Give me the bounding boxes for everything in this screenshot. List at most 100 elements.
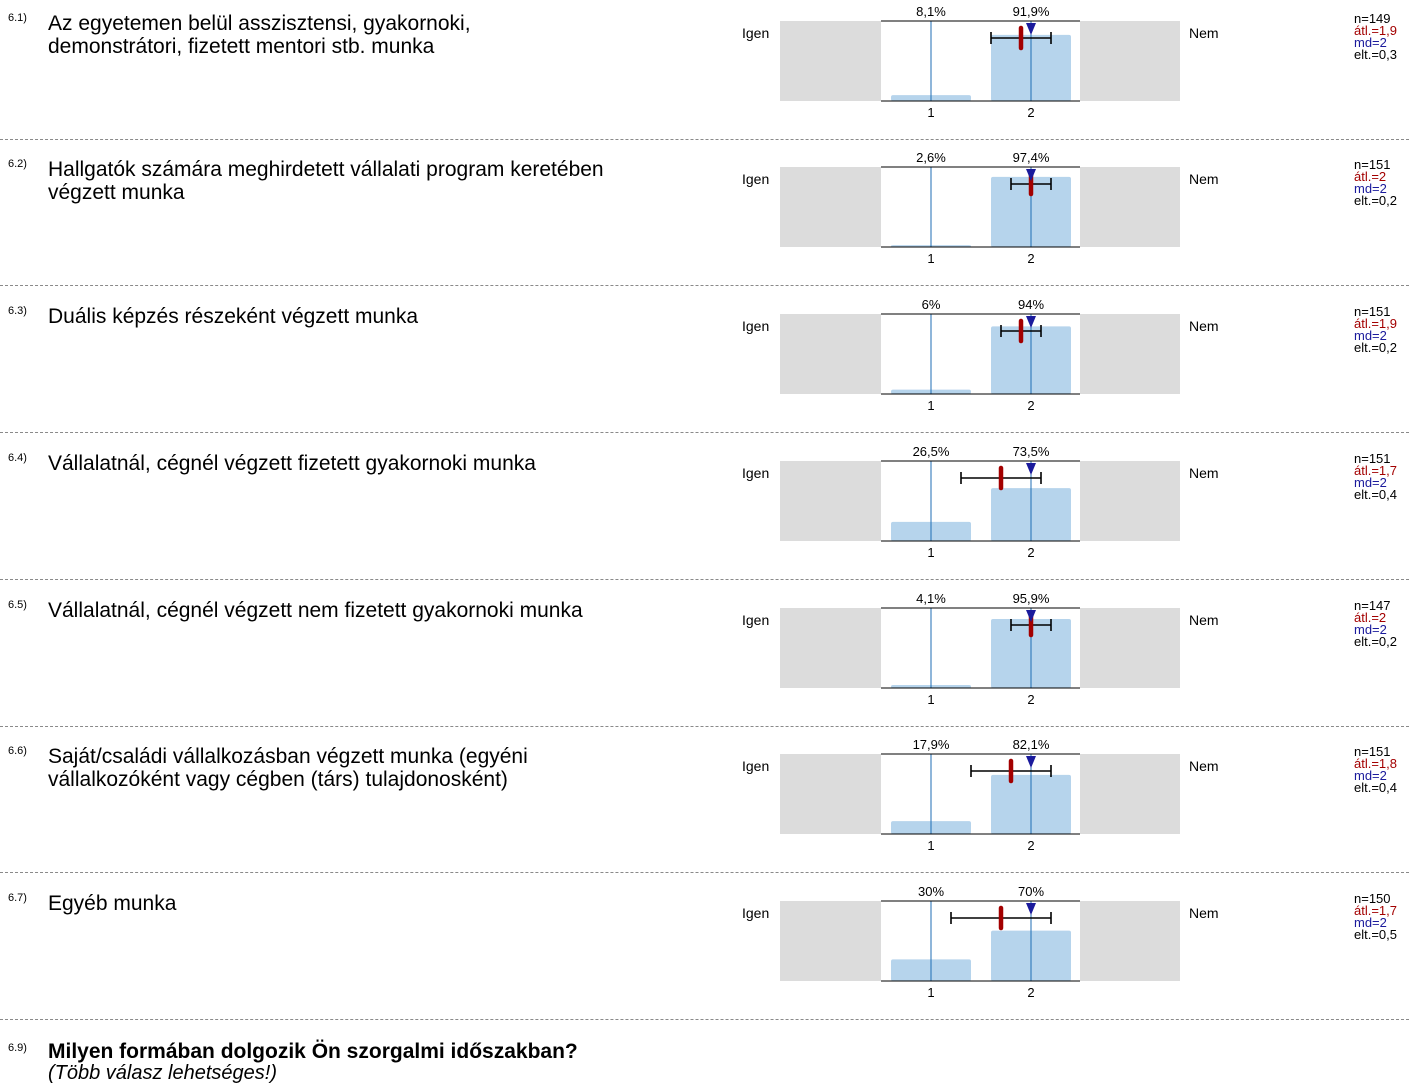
median-marker bbox=[1026, 463, 1036, 475]
scale-right-label: Nem bbox=[1189, 465, 1219, 481]
stat-mean: átl.=2 bbox=[1354, 610, 1387, 625]
category-label: 2 bbox=[1027, 985, 1034, 1000]
question-text: Egyéb munka bbox=[48, 892, 177, 915]
side-panel-right bbox=[1080, 754, 1180, 834]
stat-mean: átl.=1,9 bbox=[1354, 316, 1398, 331]
stat-sd: elt.=0,2 bbox=[1354, 340, 1398, 355]
side-panel-right bbox=[1080, 461, 1180, 541]
question-row: 6.1) Az egyetemen belül asszisztensi, gy… bbox=[0, 0, 1409, 146]
question-text: Vállalatnál, cégnél végzett nem fizetett… bbox=[48, 599, 583, 622]
stat-mean: átl.=1,9 bbox=[1354, 23, 1398, 38]
question-row: 6.7) Egyéb munka Igen 30% 70% 1 2 Nem n=150… bbox=[0, 880, 1409, 1026]
side-panel-right bbox=[1080, 167, 1180, 247]
category-label: 2 bbox=[1027, 838, 1034, 853]
stat-median: md=2 bbox=[1354, 915, 1387, 930]
question-number: 6.9) bbox=[8, 1042, 27, 1054]
median-marker bbox=[1026, 610, 1036, 622]
scale-left-label: Igen bbox=[742, 318, 770, 334]
median-marker bbox=[1026, 756, 1036, 768]
scale-right-label: Nem bbox=[1189, 612, 1219, 628]
divider bbox=[0, 285, 1409, 286]
category-label: 1 bbox=[927, 545, 934, 560]
stat-median: md=2 bbox=[1354, 622, 1387, 637]
value-label: 94% bbox=[1018, 297, 1044, 312]
side-panel-left bbox=[780, 314, 881, 394]
question-row: 6.3) Duális képzés részeként végzett mun… bbox=[0, 293, 1409, 439]
category-label: 1 bbox=[927, 838, 934, 853]
side-panel-right bbox=[1080, 901, 1180, 981]
question-number: 6.1) bbox=[8, 12, 27, 24]
stats-block: n=150 átl.=1,7 md=2 elt.=0,5 bbox=[1354, 891, 1398, 941]
stat-n: n=150 bbox=[1354, 891, 1391, 906]
stat-mean: átl.=2 bbox=[1354, 169, 1387, 184]
scale-right-label: Nem bbox=[1189, 171, 1219, 187]
scale-left-label: Igen bbox=[742, 905, 770, 921]
stats-block: n=149 átl.=1,9 md=2 elt.=0,3 bbox=[1354, 11, 1398, 62]
stat-mean: átl.=1,7 bbox=[1354, 903, 1398, 918]
divider bbox=[0, 726, 1409, 727]
stat-sd: elt.=0,4 bbox=[1354, 780, 1398, 795]
category-label: 1 bbox=[927, 105, 934, 120]
value-label: 97,4% bbox=[1013, 150, 1050, 165]
stat-sd: elt.=0,4 bbox=[1354, 487, 1398, 502]
side-panel-right bbox=[1080, 608, 1180, 688]
stat-sd: elt.=0,2 bbox=[1354, 634, 1398, 649]
stats-block: n=151 átl.=1,9 md=2 elt.=0,2 bbox=[1354, 304, 1398, 355]
value-label: 17,9% bbox=[913, 737, 950, 752]
median-marker bbox=[1026, 316, 1036, 328]
question-number: 6.5) bbox=[8, 599, 27, 611]
scale-right-label: Nem bbox=[1189, 758, 1219, 774]
scale-right-label: Nem bbox=[1189, 25, 1219, 41]
category-label: 2 bbox=[1027, 545, 1034, 560]
stat-n: n=149 bbox=[1354, 11, 1391, 26]
side-panel-right bbox=[1080, 21, 1180, 101]
value-label: 4,1% bbox=[916, 591, 946, 606]
value-label: 26,5% bbox=[913, 444, 950, 459]
divider bbox=[0, 432, 1409, 433]
category-label: 2 bbox=[1027, 398, 1034, 413]
stat-median: md=2 bbox=[1354, 35, 1387, 50]
stat-sd: elt.=0,3 bbox=[1354, 47, 1398, 62]
stat-median: md=2 bbox=[1354, 181, 1387, 196]
scale-right-label: Nem bbox=[1189, 905, 1219, 921]
value-label: 73,5% bbox=[1013, 444, 1050, 459]
value-label: 82,1% bbox=[1013, 737, 1050, 752]
side-panel-left bbox=[780, 167, 881, 247]
value-label: 2,6% bbox=[916, 150, 946, 165]
scale-left-label: Igen bbox=[742, 612, 770, 628]
histogram-chart: 17,9% 82,1% 1 2 bbox=[780, 737, 1180, 853]
histogram-chart: 6% 94% 1 2 bbox=[780, 297, 1180, 413]
stat-n: n=151 bbox=[1354, 157, 1391, 172]
value-label: 30% bbox=[918, 884, 944, 899]
histogram-chart: 2,6% 97,4% 1 2 bbox=[780, 150, 1180, 266]
side-panel-right bbox=[1080, 314, 1180, 394]
stats-block: n=151 átl.=2 md=2 elt.=0,2 bbox=[1354, 157, 1398, 208]
scale-left-label: Igen bbox=[742, 758, 770, 774]
category-label: 1 bbox=[927, 251, 934, 266]
question-title: Milyen formában dolgozik Ön szorgalmi id… bbox=[48, 1040, 578, 1063]
stat-median: md=2 bbox=[1354, 768, 1387, 783]
question-text: Hallgatók számára meghirdetett vállalati… bbox=[48, 158, 604, 204]
category-label: 1 bbox=[927, 985, 934, 1000]
value-label: 6% bbox=[922, 297, 941, 312]
stats-block: n=147 átl.=2 md=2 elt.=0,2 bbox=[1354, 598, 1398, 649]
category-label: 2 bbox=[1027, 692, 1034, 707]
stat-median: md=2 bbox=[1354, 475, 1387, 490]
question-text: Vállalatnál, cégnél végzett fizetett gya… bbox=[48, 452, 536, 475]
value-label: 91,9% bbox=[1013, 4, 1050, 19]
question-number: 6.4) bbox=[8, 452, 27, 464]
divider bbox=[0, 579, 1409, 580]
scale-left-label: Igen bbox=[742, 25, 770, 41]
value-label: 95,9% bbox=[1013, 591, 1050, 606]
stat-n: n=147 bbox=[1354, 598, 1391, 613]
median-marker bbox=[1026, 169, 1036, 181]
median-marker bbox=[1026, 903, 1036, 915]
stat-sd: elt.=0,2 bbox=[1354, 193, 1398, 208]
value-label: 70% bbox=[1018, 884, 1044, 899]
stat-n: n=151 bbox=[1354, 304, 1391, 319]
question-text: Saját/családi vállalkozásban végzett mun… bbox=[48, 745, 528, 791]
category-label: 2 bbox=[1027, 251, 1034, 266]
question-number: 6.6) bbox=[8, 745, 27, 757]
question-row: 6.5) Vállalatnál, cégnél végzett nem fiz… bbox=[0, 587, 1409, 733]
category-label: 1 bbox=[927, 692, 934, 707]
